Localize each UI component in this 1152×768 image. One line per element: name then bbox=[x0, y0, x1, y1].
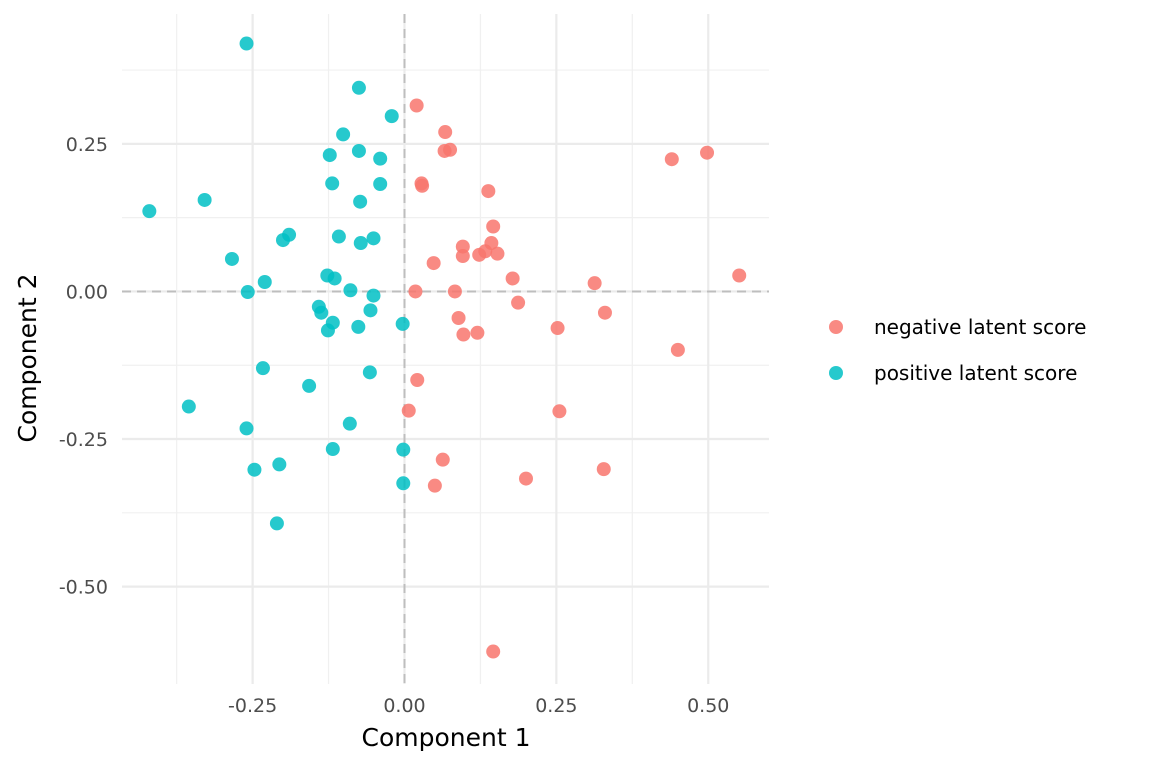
data-point-positive bbox=[353, 194, 368, 209]
data-point-negative bbox=[435, 452, 450, 467]
y-tick-label: -0.25 bbox=[59, 429, 108, 451]
data-point-negative bbox=[410, 372, 425, 387]
data-point-positive bbox=[384, 109, 399, 124]
data-point-negative bbox=[415, 178, 430, 193]
reference-lines bbox=[122, 14, 769, 684]
minor-gridlines bbox=[122, 14, 769, 684]
legend-marker-negative bbox=[829, 320, 843, 334]
data-point-positive bbox=[239, 421, 254, 436]
data-point-positive bbox=[362, 365, 377, 380]
y-tick-label: -0.50 bbox=[59, 577, 108, 599]
data-point-negative bbox=[451, 311, 466, 326]
y-tick-labels: -0.50 -0.25 0.00 0.25 bbox=[59, 134, 108, 599]
data-point-positive bbox=[396, 476, 411, 491]
data-point-positive bbox=[396, 442, 411, 457]
data-point-positive bbox=[257, 275, 272, 289]
data-point-negative bbox=[490, 246, 505, 261]
data-points bbox=[142, 36, 747, 659]
data-point-positive bbox=[342, 416, 357, 431]
legend-label-positive: positive latent score bbox=[874, 361, 1077, 385]
data-point-positive bbox=[336, 127, 351, 142]
data-point-negative bbox=[597, 305, 612, 320]
y-tick-label: 0.00 bbox=[66, 281, 108, 303]
data-point-negative bbox=[550, 321, 565, 336]
data-point-positive bbox=[272, 457, 287, 472]
data-point-negative bbox=[443, 142, 458, 157]
data-point-negative bbox=[486, 219, 501, 234]
legend: negative latent score positive latent sc… bbox=[829, 315, 1086, 385]
data-point-positive bbox=[363, 303, 378, 318]
data-point-positive bbox=[351, 80, 366, 95]
data-point-positive bbox=[314, 305, 329, 320]
data-point-negative bbox=[408, 284, 423, 299]
data-point-negative bbox=[670, 342, 685, 357]
data-point-negative bbox=[700, 145, 715, 160]
data-point-negative bbox=[409, 98, 424, 113]
data-point-positive bbox=[331, 229, 346, 244]
data-point-negative bbox=[732, 268, 747, 283]
data-point-positive bbox=[322, 148, 337, 163]
data-point-positive bbox=[255, 361, 270, 376]
data-point-positive bbox=[224, 251, 239, 266]
data-point-positive bbox=[351, 319, 366, 334]
data-point-positive bbox=[343, 283, 358, 298]
data-point-negative bbox=[596, 462, 611, 477]
data-point-positive bbox=[142, 204, 157, 219]
data-point-positive bbox=[366, 288, 381, 303]
x-axis-title: Component 1 bbox=[362, 723, 531, 752]
data-point-positive bbox=[366, 231, 381, 246]
data-point-positive bbox=[181, 399, 196, 414]
data-point-negative bbox=[552, 404, 567, 419]
data-point-positive bbox=[239, 36, 254, 51]
data-point-positive bbox=[275, 233, 290, 248]
data-point-negative bbox=[587, 276, 602, 291]
data-point-negative bbox=[438, 125, 453, 140]
data-point-positive bbox=[373, 177, 388, 192]
data-point-negative bbox=[486, 644, 501, 659]
x-tick-label: -0.25 bbox=[228, 695, 277, 717]
data-point-negative bbox=[518, 471, 533, 486]
data-point-negative bbox=[481, 184, 496, 199]
data-point-positive bbox=[197, 192, 212, 207]
x-tick-labels: -0.25 0.00 0.25 0.50 bbox=[228, 695, 729, 717]
y-tick-label: 0.25 bbox=[66, 134, 108, 156]
y-axis-title: Component 2 bbox=[13, 274, 42, 443]
data-point-negative bbox=[505, 271, 520, 286]
x-tick-label: 0.50 bbox=[687, 695, 729, 717]
data-point-positive bbox=[325, 176, 340, 191]
data-point-positive bbox=[325, 442, 340, 457]
x-tick-label: 0.00 bbox=[383, 695, 425, 717]
data-point-negative bbox=[511, 295, 526, 310]
data-point-negative bbox=[447, 284, 462, 299]
data-point-positive bbox=[327, 271, 342, 286]
data-point-positive bbox=[247, 462, 262, 477]
legend-label-negative: negative latent score bbox=[874, 315, 1086, 339]
data-point-negative bbox=[426, 256, 441, 271]
data-point-negative bbox=[484, 236, 499, 251]
data-point-positive bbox=[320, 323, 335, 338]
data-point-negative bbox=[401, 403, 416, 418]
data-point-positive bbox=[351, 143, 366, 158]
data-point-positive bbox=[240, 285, 255, 300]
data-point-positive bbox=[269, 516, 284, 531]
data-point-positive bbox=[395, 316, 410, 331]
data-point-negative bbox=[455, 249, 470, 264]
data-point-negative bbox=[456, 327, 471, 342]
data-point-positive bbox=[302, 378, 317, 393]
data-point-negative bbox=[427, 478, 442, 493]
x-tick-label: 0.25 bbox=[535, 695, 577, 717]
data-point-negative bbox=[470, 325, 485, 340]
data-point-positive bbox=[373, 151, 388, 166]
data-point-positive bbox=[353, 236, 368, 251]
data-point-negative bbox=[664, 152, 679, 167]
legend-marker-positive bbox=[829, 366, 843, 380]
